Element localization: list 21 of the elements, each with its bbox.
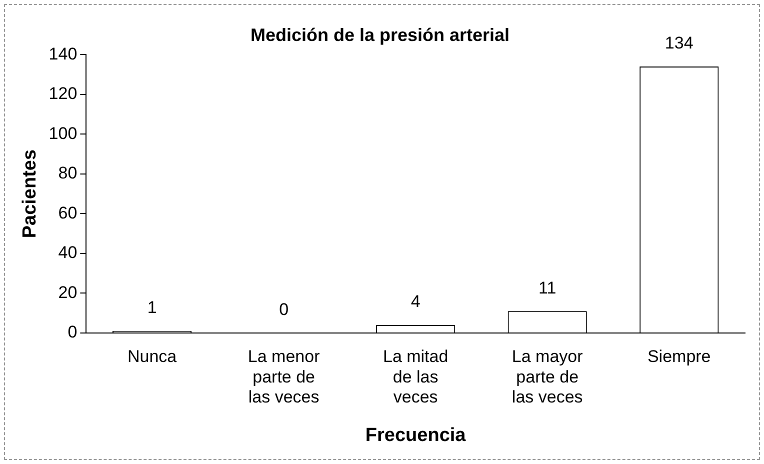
data-label: 4 (410, 292, 420, 312)
x-axis-title: Frecuencia (365, 424, 466, 446)
x-tick-label: La menor parte de las veces (248, 346, 320, 407)
x-tick-label: Siempre (647, 346, 711, 366)
chart-title: Medición de la presión arterial (250, 24, 510, 45)
y-tick-label: 140 (48, 44, 78, 64)
y-tick-label: 80 (58, 164, 78, 183)
y-tick-label: 100 (48, 124, 78, 143)
x-tick-label: La mitad de las veces (382, 346, 448, 407)
y-tick-label: 20 (58, 282, 78, 302)
data-label: 11 (538, 278, 556, 298)
data-label: 134 (664, 34, 694, 53)
y-axis-title: Pacientes (20, 149, 41, 238)
y-tick-label: 60 (58, 203, 78, 222)
data-label: 1 (147, 298, 157, 318)
y-tick-label: 40 (58, 243, 78, 262)
y-tick-label: 120 (48, 84, 78, 104)
data-label: 0 (279, 300, 289, 320)
x-tick-label: La mayor parte de las veces (512, 346, 584, 407)
x-tick-label: Nunca (127, 346, 178, 366)
y-tick-label: 0 (68, 322, 78, 342)
